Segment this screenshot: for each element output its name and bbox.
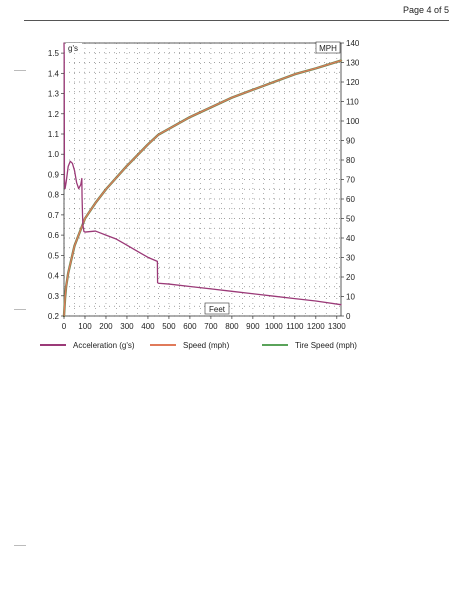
legend-label: Speed (mph) [183, 341, 230, 350]
x-tick-label: 700 [204, 322, 218, 331]
x-tick-label: 500 [162, 322, 176, 331]
punch-hole-mark [14, 545, 26, 546]
left-tick-label: 0.2 [48, 312, 60, 321]
x-tick-label: 600 [183, 322, 197, 331]
left-tick-label: 1.5 [48, 49, 60, 58]
x-tick-label: 0 [62, 322, 67, 331]
left-axis-label-box: g's [66, 43, 82, 53]
page-number: Page 4 of 5 [402, 5, 449, 15]
right-tick-label: 50 [346, 215, 355, 224]
right-tick-label: 40 [346, 234, 355, 243]
right-tick-label: 70 [346, 176, 355, 185]
left-tick-label: 0.6 [48, 231, 60, 240]
x-tick-label: 1100 [286, 322, 304, 331]
x-tick-label: 900 [246, 322, 260, 331]
right-tick-label: 130 [346, 59, 360, 68]
x-axis-ticks: 0 100 200 300 400 500 600 700 800 900 1000 1100 1200… [62, 316, 346, 331]
legend-label: Tire Speed (mph) [295, 341, 357, 350]
grid [63, 42, 341, 317]
x-tick-label: 1000 [265, 322, 283, 331]
right-tick-label: 110 [346, 98, 359, 107]
lines [62, 42, 343, 318]
x-axis-label: Feet [209, 305, 226, 314]
right-tick-label: 90 [346, 137, 355, 146]
x-tick-label: 300 [120, 322, 134, 331]
right-axis-label: MPH [319, 44, 337, 53]
series-line-tire-speed-mph [62, 59, 343, 318]
left-tick-label: 0.7 [48, 211, 60, 220]
left-tick-label: 1.4 [48, 69, 60, 78]
x-axis-label-box: Feet [204, 302, 230, 315]
series-line-speed-mph [63, 59, 342, 317]
right-axis-label-box: MPH [315, 41, 341, 54]
left-tick-label: 0.9 [48, 170, 60, 179]
x-tick-label: 1300 [328, 322, 346, 331]
right-tick-label: 140 [346, 39, 360, 48]
x-tick-label: 100 [78, 322, 92, 331]
x-tick-label: 800 [225, 322, 239, 331]
right-tick-label: 30 [346, 254, 355, 263]
left-axis-ticks: 0.2 0.3 0.4 0.5 0.6 0.7 0.8 0.9 1.0 1.1 1.2 1.3 1.4 1… [48, 49, 64, 321]
right-axis-ticks: 0 10 20 30 40 50 60 70 80 90 100 110 120 130 140 [341, 39, 360, 321]
x-tick-label: 200 [99, 322, 113, 331]
left-tick-label: 0.4 [48, 272, 60, 281]
x-tick-label: 1200 [307, 322, 325, 331]
right-tick-label: 120 [346, 78, 360, 87]
right-tick-label: 20 [346, 273, 355, 282]
right-tick-label: 0 [346, 312, 351, 321]
left-tick-label: 0.5 [48, 251, 60, 260]
series-line-acceleration-g-s [63, 42, 342, 306]
left-tick-label: 1.3 [48, 90, 60, 99]
left-tick-label: 0.8 [48, 191, 60, 200]
right-tick-label: 100 [346, 117, 360, 126]
left-tick-label: 1.1 [48, 130, 60, 139]
left-tick-label: 0.3 [48, 292, 60, 301]
top-rule [24, 20, 449, 21]
punch-hole-mark [14, 309, 26, 310]
legend-label: Acceleration (g's) [73, 341, 135, 350]
left-tick-label: 1.0 [48, 150, 60, 159]
left-axis-label: g's [68, 44, 78, 53]
right-tick-label: 60 [346, 195, 355, 204]
x-tick-label: 400 [141, 322, 155, 331]
legend: Acceleration (g's) Speed (mph) Tire Speed … [40, 341, 357, 350]
punch-hole-mark [14, 70, 26, 71]
left-tick-label: 1.2 [48, 110, 60, 119]
right-tick-label: 80 [346, 156, 355, 165]
right-tick-label: 10 [346, 293, 355, 302]
